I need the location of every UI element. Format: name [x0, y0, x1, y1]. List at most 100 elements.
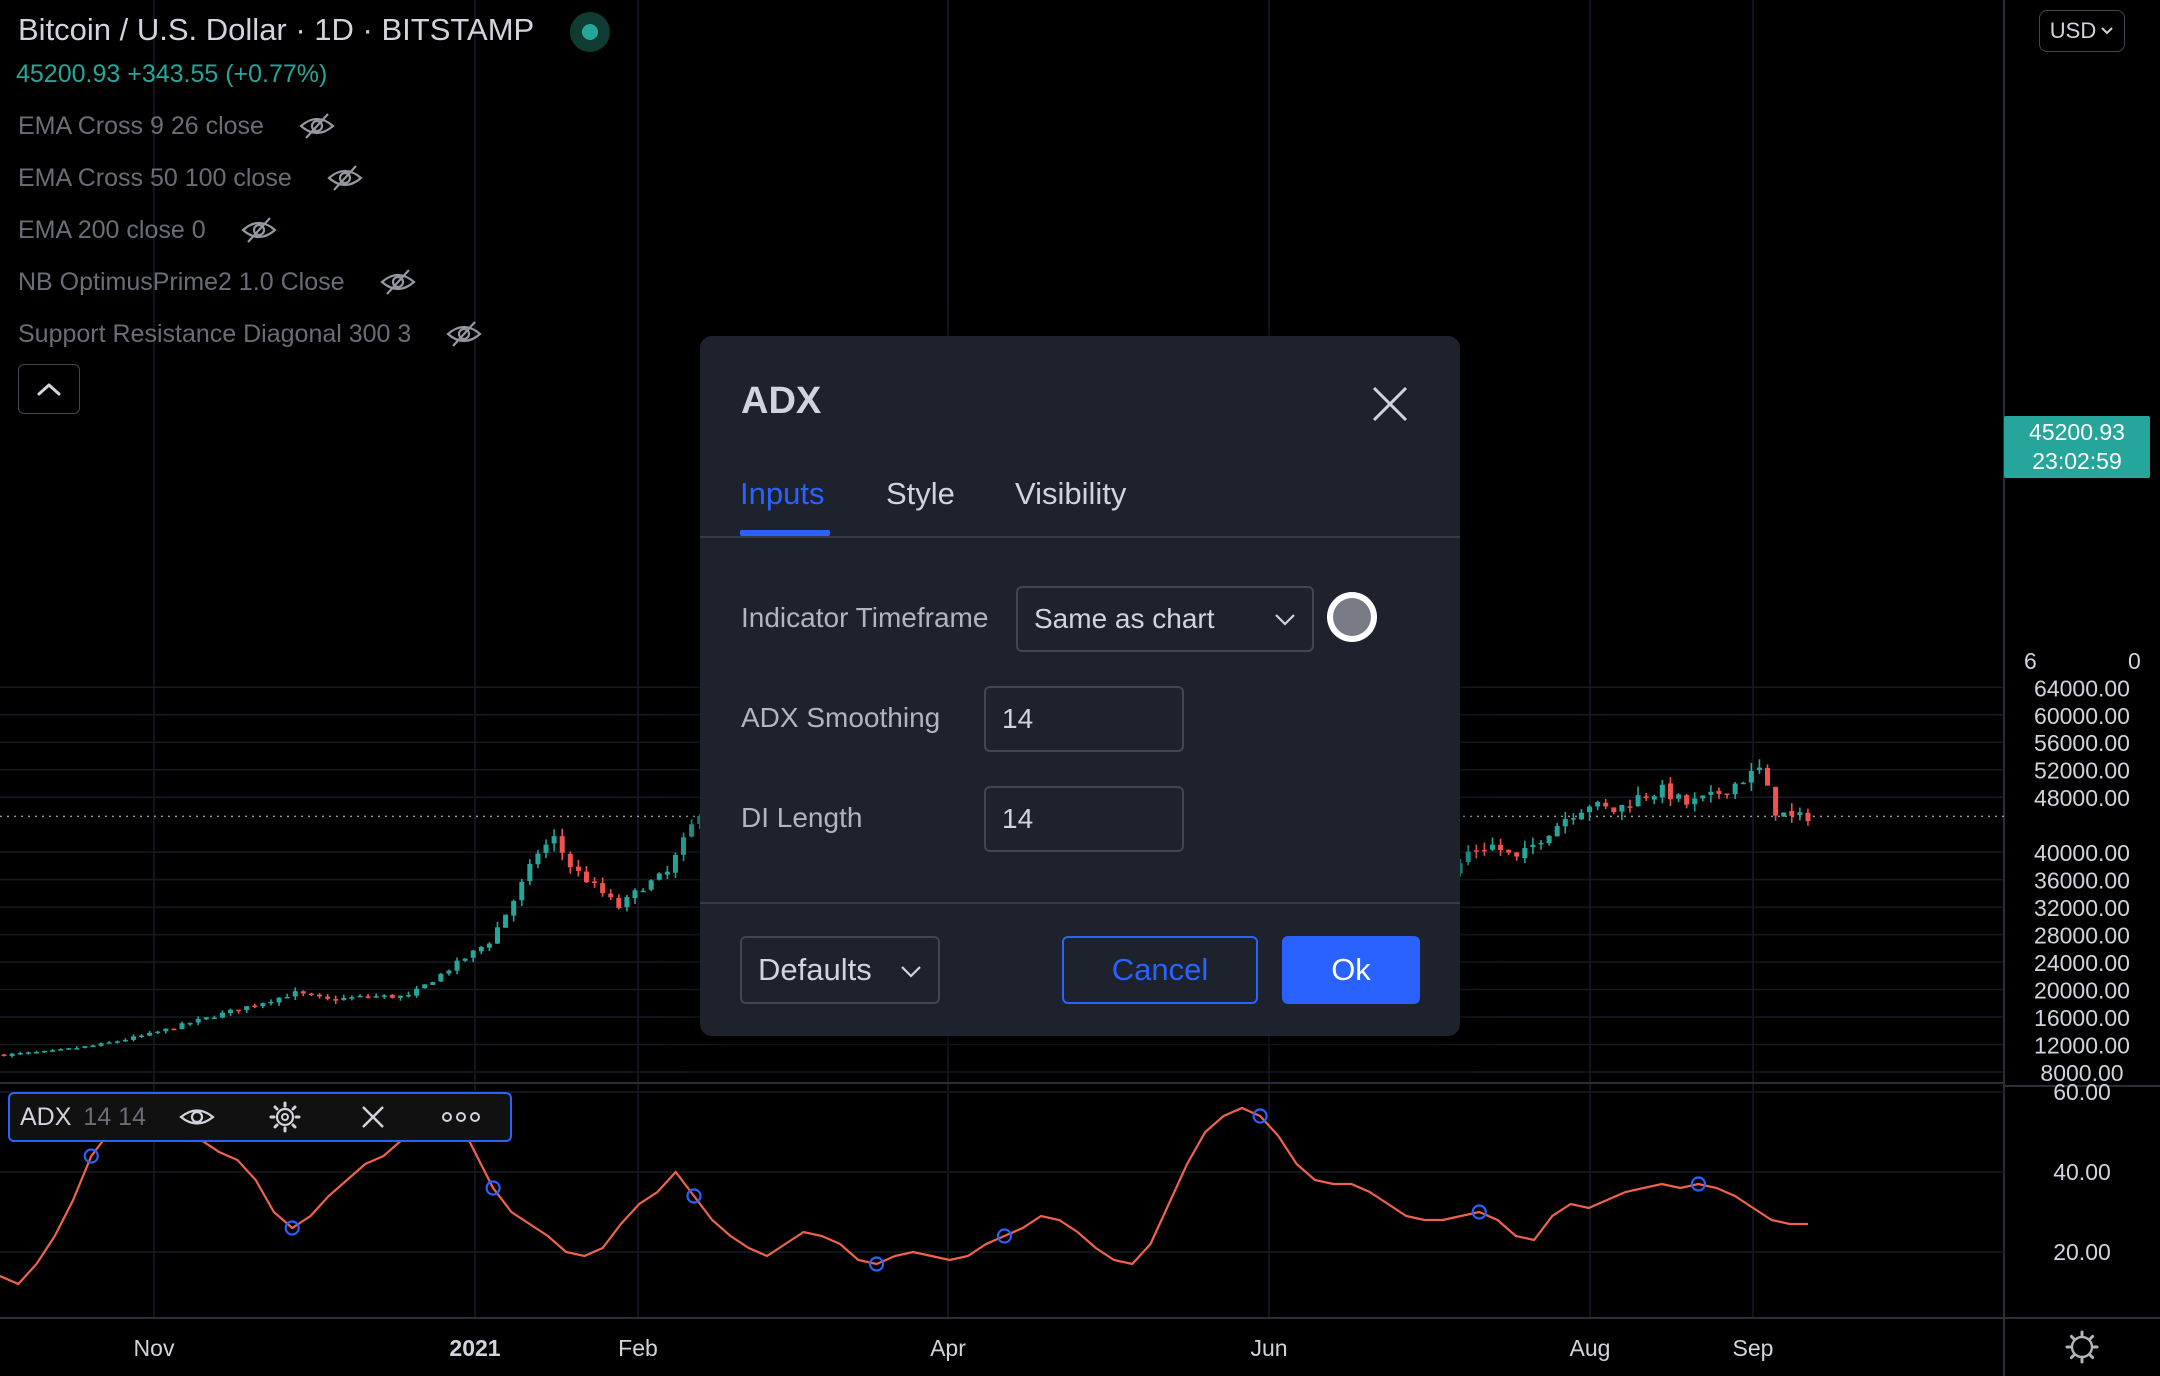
indicator-label: Support Resistance Diagonal 300 3: [18, 319, 412, 348]
hidden-eye-icon[interactable]: [379, 267, 417, 297]
price-tick-label: 12000.00: [2034, 1033, 2130, 1059]
candle-body: [1481, 849, 1487, 852]
timeframe-gaps-toggle[interactable]: [1327, 592, 1377, 642]
candle-body: [446, 970, 452, 974]
chart-settings-gear-icon[interactable]: [2065, 1330, 2099, 1364]
candle-body: [486, 943, 492, 948]
collapse-legend-button[interactable]: [18, 364, 80, 414]
candle-body: [33, 1052, 39, 1054]
time-tick-label: Apr: [930, 1335, 966, 1361]
candle-body: [1498, 844, 1504, 851]
candle-body: [559, 836, 565, 853]
price-tick-label: 60000.00: [2034, 703, 2130, 729]
candle-body: [664, 871, 670, 875]
candle-body: [260, 1003, 266, 1007]
candle-body: [211, 1017, 217, 1020]
eye-icon[interactable]: [174, 1097, 220, 1137]
hidden-eye-icon[interactable]: [298, 111, 336, 141]
candle-body: [1619, 804, 1625, 812]
tab-style[interactable]: Style: [886, 476, 955, 511]
candle-body: [454, 960, 460, 971]
candle-body: [1756, 767, 1762, 771]
timeframe-label: Indicator Timeframe: [741, 602, 989, 633]
candle-body: [1716, 790, 1722, 794]
gear-icon[interactable]: [262, 1097, 308, 1137]
candle-body: [1627, 806, 1633, 808]
candle-body: [470, 950, 476, 958]
adx-marker: [869, 1256, 885, 1272]
defaults-label: Defaults: [758, 952, 872, 987]
active-tab-indicator: [740, 530, 830, 536]
divider: [700, 536, 1460, 538]
candle-body: [478, 946, 484, 952]
defaults-dropdown[interactable]: Defaults: [740, 936, 940, 1004]
ok-button[interactable]: Ok: [1282, 936, 1420, 1004]
indicator-row[interactable]: NB OptimusPrime2 1.0 Close: [18, 262, 417, 302]
smoothing-input[interactable]: [984, 686, 1184, 752]
tab-inputs[interactable]: Inputs: [740, 476, 825, 511]
timeframe-select[interactable]: Same as chart: [1016, 586, 1314, 652]
candle-body: [268, 1001, 274, 1004]
candle-body: [1724, 793, 1730, 796]
indicator-row[interactable]: EMA Cross 50 100 close: [18, 158, 364, 198]
price-change: 45200.93 +343.55 (+0.77%): [16, 60, 328, 88]
candle-body: [600, 883, 606, 894]
tab-visibility[interactable]: Visibility: [1015, 476, 1127, 511]
candle-body: [1740, 782, 1746, 785]
price-tick-label: 28000.00: [2034, 923, 2130, 949]
price-tick-label: 20000.00: [2034, 978, 2130, 1004]
indicator-label: NB OptimusPrime2 1.0 Close: [18, 267, 345, 296]
candle-body: [1562, 818, 1568, 827]
candle-body: [624, 897, 630, 908]
candle-body: [592, 881, 598, 884]
candle-body: [1506, 849, 1512, 853]
candle-body: [1708, 791, 1714, 795]
adx-legend[interactable]: ADX 14 14: [8, 1092, 512, 1142]
hidden-eye-icon[interactable]: [445, 319, 483, 349]
candle-body: [357, 995, 363, 998]
candle-body: [438, 973, 444, 982]
candle-body: [58, 1049, 64, 1051]
candle-body: [397, 995, 403, 998]
candle-body: [672, 854, 678, 873]
close-icon[interactable]: [350, 1097, 396, 1137]
candle-body: [317, 994, 323, 997]
candle-body: [1684, 795, 1690, 805]
time-tick-label: Feb: [618, 1335, 658, 1361]
market-open-indicator: [570, 12, 610, 52]
timeframe-value: Same as chart: [1034, 603, 1215, 634]
candle-body: [1700, 795, 1706, 799]
adx-marker: [1471, 1204, 1487, 1220]
candle-body: [195, 1019, 201, 1023]
symbol-title[interactable]: Bitcoin / U.S. Dollar · 1D · BITSTAMP: [18, 12, 535, 47]
indicator-label: EMA 200 close 0: [18, 215, 206, 244]
currency-button[interactable]: USD: [2039, 10, 2125, 52]
candle-body: [1, 1054, 7, 1057]
adx-marker: [686, 1188, 702, 1204]
hidden-eye-icon[interactable]: [326, 163, 364, 193]
adx-tick-label: 20.00: [2053, 1239, 2111, 1265]
candle-body: [1473, 850, 1479, 852]
candle-body: [1659, 784, 1665, 798]
di-length-input[interactable]: [984, 786, 1184, 852]
candle-body: [171, 1028, 177, 1031]
price-tick-label: 24000.00: [2034, 950, 2130, 976]
currency-label: USD: [2049, 18, 2097, 43]
candle-body: [1651, 796, 1657, 800]
indicator-row[interactable]: Support Resistance Diagonal 300 3: [18, 314, 483, 354]
cancel-button[interactable]: Cancel: [1062, 936, 1258, 1004]
more-icon[interactable]: [438, 1097, 484, 1137]
hidden-eye-icon[interactable]: [240, 215, 278, 245]
candle-body: [1546, 835, 1552, 844]
candle-body: [1635, 795, 1641, 807]
time-axis: Nov 2021 Feb Apr Jun Aug Sep: [134, 1335, 1774, 1361]
candle-body: [1578, 812, 1584, 820]
dialog-close-button[interactable]: [1368, 382, 1412, 426]
candle-body: [608, 893, 614, 898]
indicator-row[interactable]: EMA Cross 9 26 close: [18, 106, 336, 146]
candle-body: [284, 996, 290, 999]
price-tick-label: 16000.00: [2034, 1005, 2130, 1031]
candle-body: [1514, 852, 1520, 857]
indicator-row[interactable]: EMA 200 close 0: [18, 210, 278, 250]
candle-body: [17, 1053, 23, 1055]
